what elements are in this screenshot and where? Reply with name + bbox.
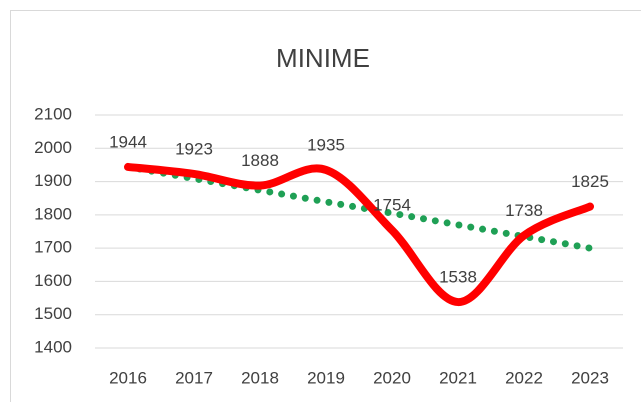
data-label: 1923 xyxy=(175,139,213,158)
x-tick-label: 2016 xyxy=(109,368,147,387)
y-tick-label: 1700 xyxy=(34,238,72,257)
data-label: 1754 xyxy=(373,196,411,215)
series-line xyxy=(124,162,594,307)
x-tick-label: 2022 xyxy=(505,368,543,387)
y-tick-label: 1400 xyxy=(34,337,72,356)
data-label: 1825 xyxy=(571,172,609,191)
y-tick-label: 1900 xyxy=(34,171,72,190)
y-tick-label: 1500 xyxy=(34,304,72,323)
y-tick-label: 2100 xyxy=(34,104,72,123)
chart-frame xyxy=(10,10,641,402)
data-label: 1538 xyxy=(439,268,477,287)
y-tick-label: 1800 xyxy=(34,204,72,223)
data-label: 1944 xyxy=(109,132,147,151)
y-tick-label: 1600 xyxy=(34,271,72,290)
x-tick-label: 2017 xyxy=(175,368,213,387)
data-label: 1888 xyxy=(241,151,279,170)
x-tick-label: 2020 xyxy=(373,368,411,387)
data-label: 1738 xyxy=(505,201,543,220)
chart-title: MINIME xyxy=(276,43,370,73)
x-tick-label: 2023 xyxy=(571,368,609,387)
x-tick-label: 2018 xyxy=(241,368,279,387)
y-tick-label: 2000 xyxy=(34,138,72,157)
data-label: 1935 xyxy=(307,135,345,154)
x-tick-label: 2021 xyxy=(439,368,477,387)
x-tick-label: 2019 xyxy=(307,368,345,387)
